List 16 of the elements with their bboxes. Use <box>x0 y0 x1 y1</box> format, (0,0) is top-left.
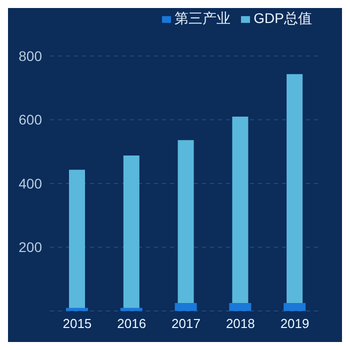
bar <box>66 308 88 311</box>
x-tick-label: 2019 <box>280 316 310 332</box>
bar <box>229 303 252 311</box>
legend-label: GDP总值 <box>254 10 312 26</box>
x-tick-label: 2015 <box>62 316 92 332</box>
x-tick-label: 2016 <box>117 316 146 332</box>
y-tick-label: 600 <box>18 112 42 128</box>
x-tick-label: 2018 <box>226 316 255 332</box>
bar <box>284 303 306 311</box>
y-tick-label: 400 <box>18 175 42 192</box>
y-tick-label: 800 <box>18 48 42 64</box>
bar <box>120 308 142 311</box>
bar <box>174 303 197 311</box>
x-tick-label: 2017 <box>172 316 200 332</box>
legend-label: 第三产业 <box>174 10 231 26</box>
y-tick-label: 200 <box>18 239 42 256</box>
